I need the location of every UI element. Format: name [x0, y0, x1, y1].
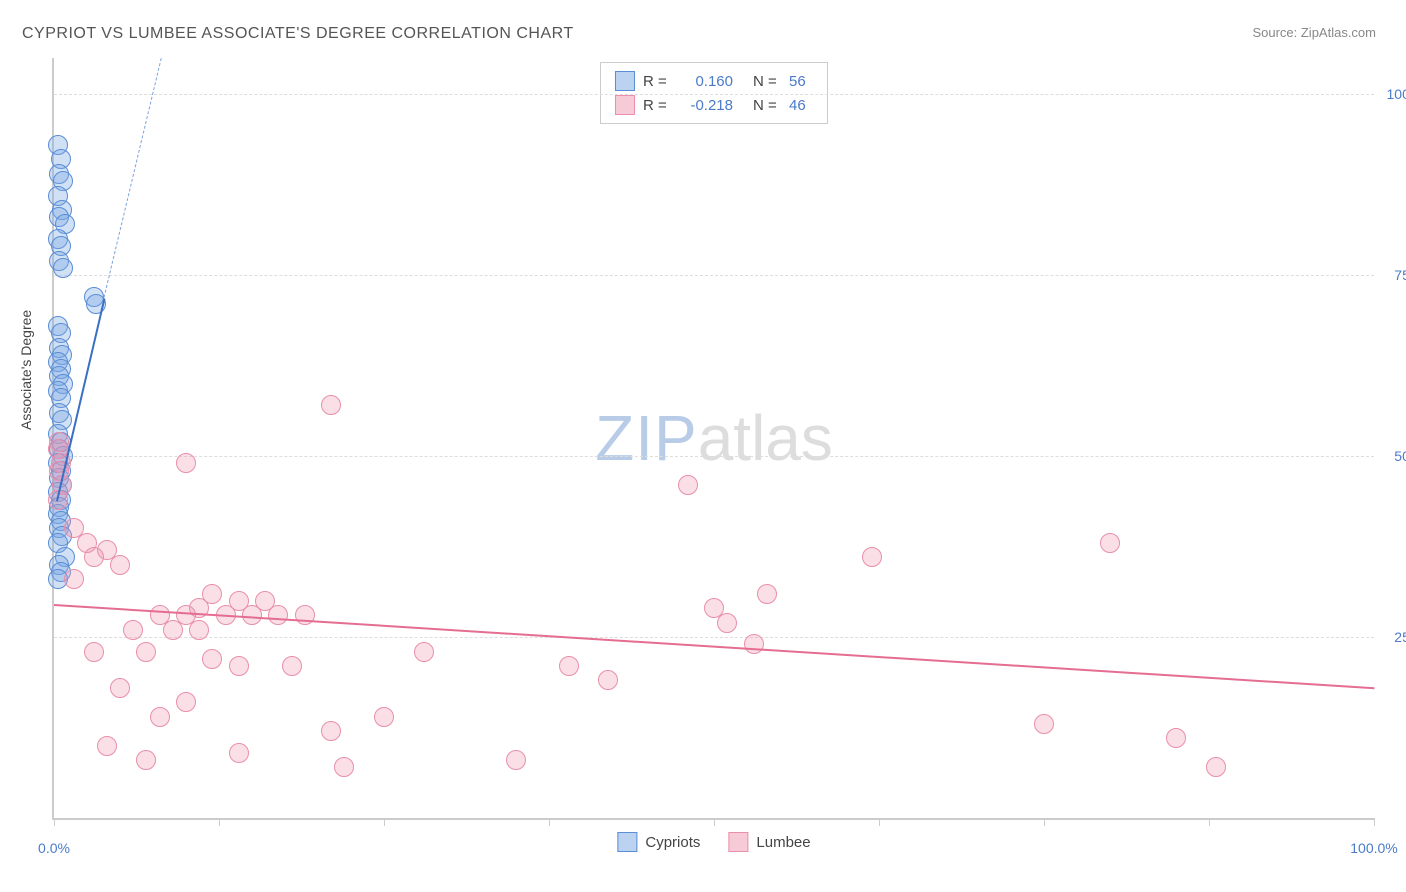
scatter-plot-area: ZIPatlas R = 0.160 N = 56 R = -0.218 N =… [52, 58, 1374, 820]
y-axis-label: Associate's Degree [18, 310, 34, 430]
data-point [110, 555, 130, 575]
r-value-cypriots: 0.160 [677, 73, 733, 90]
x-tick [384, 818, 385, 826]
data-point [678, 475, 698, 495]
x-tick-label: 100.0% [1350, 840, 1397, 856]
x-tick [1209, 818, 1210, 826]
x-tick [714, 818, 715, 826]
gridline [54, 456, 1374, 457]
data-point [202, 649, 222, 669]
data-point [862, 547, 882, 567]
gridline [54, 275, 1374, 276]
gridline [54, 94, 1374, 95]
legend-swatch-cypriots [617, 832, 637, 852]
data-point [136, 642, 156, 662]
r-value-lumbee: -0.218 [677, 97, 733, 114]
data-point [64, 569, 84, 589]
data-point [176, 692, 196, 712]
data-point [1166, 728, 1186, 748]
source-label: Source: [1252, 25, 1300, 40]
legend-swatch-lumbee [728, 832, 748, 852]
data-point [1206, 757, 1226, 777]
data-point [295, 605, 315, 625]
data-point [717, 613, 737, 633]
data-point [189, 620, 209, 640]
legend-row-cypriots: R = 0.160 N = 56 [615, 69, 813, 93]
data-point [84, 547, 104, 567]
n-label: N = [753, 73, 781, 90]
x-tick [219, 818, 220, 826]
x-tick [1374, 818, 1375, 826]
data-point [282, 656, 302, 676]
n-value-cypriots: 56 [789, 73, 813, 90]
watermark-part2: atlas [698, 402, 833, 474]
data-point [229, 743, 249, 763]
data-point [136, 750, 156, 770]
y-tick-label: 75.0% [1380, 267, 1406, 283]
r-label: R = [643, 97, 669, 114]
data-point [334, 757, 354, 777]
data-point [53, 258, 73, 278]
n-label: N = [753, 97, 781, 114]
x-tick-label: 0.0% [38, 840, 70, 856]
correlation-legend: R = 0.160 N = 56 R = -0.218 N = 46 [600, 62, 828, 124]
data-point [163, 620, 183, 640]
data-point [559, 656, 579, 676]
legend-item-cypriots: Cypriots [617, 832, 700, 852]
data-point [110, 678, 130, 698]
data-point [150, 707, 170, 727]
data-point [229, 656, 249, 676]
legend-swatch-lumbee [615, 95, 635, 115]
data-point [321, 395, 341, 415]
gridline [54, 637, 1374, 638]
watermark: ZIPatlas [595, 401, 833, 475]
data-point [374, 707, 394, 727]
x-tick [879, 818, 880, 826]
series-legend: Cypriots Lumbee [617, 832, 810, 852]
legend-label-lumbee: Lumbee [756, 834, 810, 851]
source-name: ZipAtlas.com [1301, 25, 1376, 40]
r-label: R = [643, 73, 669, 90]
data-point [1100, 533, 1120, 553]
y-tick-label: 100.0% [1380, 86, 1406, 102]
x-tick [54, 818, 55, 826]
chart-title: CYPRIOT VS LUMBEE ASSOCIATE'S DEGREE COR… [22, 25, 574, 43]
data-point [744, 634, 764, 654]
x-tick [549, 818, 550, 826]
legend-swatch-cypriots [615, 71, 635, 91]
x-tick [1044, 818, 1045, 826]
data-point [757, 584, 777, 604]
y-tick-label: 25.0% [1380, 629, 1406, 645]
data-point [97, 736, 117, 756]
data-point [176, 453, 196, 473]
data-point [123, 620, 143, 640]
data-point [1034, 714, 1054, 734]
source-attribution: Source: ZipAtlas.com [1252, 25, 1376, 40]
data-point [321, 721, 341, 741]
data-point [598, 670, 618, 690]
legend-item-lumbee: Lumbee [728, 832, 810, 852]
data-point [414, 642, 434, 662]
data-point [84, 642, 104, 662]
n-value-lumbee: 46 [789, 97, 813, 114]
legend-row-lumbee: R = -0.218 N = 46 [615, 93, 813, 117]
legend-label-cypriots: Cypriots [645, 834, 700, 851]
y-tick-label: 50.0% [1380, 448, 1406, 464]
data-point [506, 750, 526, 770]
data-point [268, 605, 288, 625]
watermark-part1: ZIP [595, 402, 698, 474]
